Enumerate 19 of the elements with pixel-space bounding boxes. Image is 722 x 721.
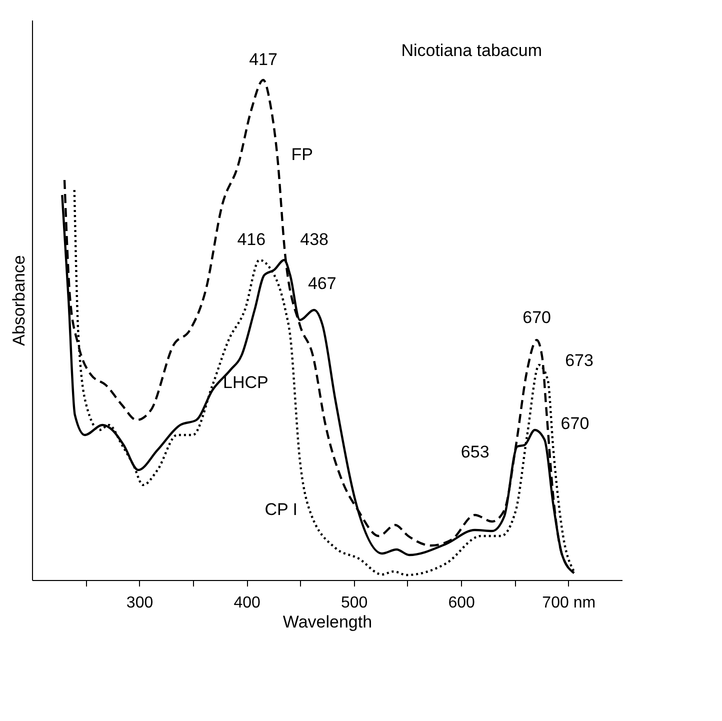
x-tick-label: 300 bbox=[126, 594, 154, 612]
annotation: 467 bbox=[308, 274, 336, 293]
series-label: LHCP bbox=[223, 373, 268, 392]
x-tick-label: 400 bbox=[234, 594, 260, 612]
annotation: 653 bbox=[460, 442, 490, 462]
series-label: CP I bbox=[264, 500, 298, 519]
y-axis-title: Absorbance bbox=[10, 255, 28, 346]
annotation: 416 bbox=[237, 230, 266, 249]
x-axis-title: Wavelength bbox=[282, 612, 372, 632]
chart-title: Nicotiana tabacum bbox=[401, 41, 542, 60]
annotation: 417 bbox=[249, 50, 278, 69]
annotation: 673 bbox=[565, 351, 594, 370]
x-tick-label: 700 nm bbox=[542, 594, 596, 612]
series-label: FP bbox=[291, 145, 313, 164]
annotation: 670 bbox=[560, 414, 590, 433]
x-tick-label: 600 bbox=[448, 594, 476, 612]
annotation: 438 bbox=[300, 230, 328, 249]
x-tick-label: 500 bbox=[340, 594, 368, 612]
annotation: 670 bbox=[522, 308, 552, 327]
